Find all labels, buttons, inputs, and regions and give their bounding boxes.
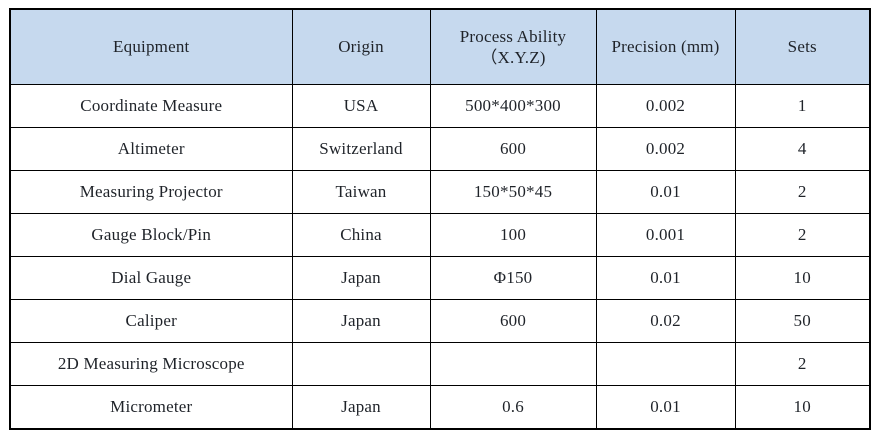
cell-precision: 0.01 — [595, 256, 736, 300]
cell-origin: Japan — [291, 256, 431, 300]
cell-precision: 0.01 — [595, 170, 736, 214]
equipment-table: Equipment Origin Process Ability （X.Y.Z)… — [9, 8, 871, 430]
cell-origin: Japan — [291, 385, 431, 430]
cell-origin: Switzerland — [291, 127, 431, 171]
table-row: Altimeter Switzerland 600 0.002 4 — [9, 127, 871, 171]
cell-origin: Taiwan — [291, 170, 431, 214]
cell-sets: 2 — [734, 170, 871, 214]
cell-sets: 1 — [734, 84, 871, 128]
cell-origin: Japan — [291, 299, 431, 343]
header-row: Equipment Origin Process Ability （X.Y.Z)… — [9, 8, 871, 85]
column-header-precision: Precision (mm) — [595, 8, 736, 85]
cell-process-ability: 100 — [429, 213, 597, 257]
cell-process-ability: 150*50*45 — [429, 170, 597, 214]
cell-precision: 0.01 — [595, 385, 736, 430]
cell-precision: 0.02 — [595, 299, 736, 343]
cell-sets: 2 — [734, 342, 871, 386]
cell-equipment: Measuring Projector — [9, 170, 293, 214]
table-row: Caliper Japan 600 0.02 50 — [9, 299, 871, 343]
cell-equipment: Micrometer — [9, 385, 293, 430]
cell-process-ability: Φ150 — [429, 256, 597, 300]
cell-origin: USA — [291, 84, 431, 128]
cell-precision: 0.002 — [595, 127, 736, 171]
cell-process-ability: 0.6 — [429, 385, 597, 430]
cell-equipment: Caliper — [9, 299, 293, 343]
column-header-process-ability: Process Ability （X.Y.Z) — [429, 8, 597, 85]
cell-precision: 0.001 — [595, 213, 736, 257]
cell-process-ability: 500*400*300 — [429, 84, 597, 128]
table-row: Coordinate Measure USA 500*400*300 0.002… — [9, 84, 871, 128]
cell-process-ability — [429, 342, 597, 386]
column-header-origin: Origin — [291, 8, 431, 85]
column-header-equipment: Equipment — [9, 8, 293, 85]
cell-sets: 4 — [734, 127, 871, 171]
table-row: Gauge Block/Pin China 100 0.001 2 — [9, 213, 871, 257]
cell-process-ability: 600 — [429, 127, 597, 171]
column-header-process-ability-line2: （X.Y.Z) — [480, 48, 546, 67]
table-row: Measuring Projector Taiwan 150*50*45 0.0… — [9, 170, 871, 214]
cell-origin — [291, 342, 431, 386]
cell-process-ability: 600 — [429, 299, 597, 343]
cell-sets: 10 — [734, 385, 871, 430]
cell-sets: 2 — [734, 213, 871, 257]
cell-precision: 0.002 — [595, 84, 736, 128]
cell-equipment: Coordinate Measure — [9, 84, 293, 128]
table-row: 2D Measuring Microscope 2 — [9, 342, 871, 386]
column-header-process-ability-line1: Process Ability — [459, 26, 567, 46]
cell-sets: 10 — [734, 256, 871, 300]
cell-equipment: Dial Gauge — [9, 256, 293, 300]
table-row: Micrometer Japan 0.6 0.01 10 — [9, 385, 871, 430]
column-header-sets: Sets — [734, 8, 871, 85]
cell-precision — [595, 342, 736, 386]
cell-sets: 50 — [734, 299, 871, 343]
cell-equipment: Gauge Block/Pin — [9, 213, 293, 257]
cell-origin: China — [291, 213, 431, 257]
cell-equipment: 2D Measuring Microscope — [9, 342, 293, 386]
cell-equipment: Altimeter — [9, 127, 293, 171]
table-row: Dial Gauge Japan Φ150 0.01 10 — [9, 256, 871, 300]
